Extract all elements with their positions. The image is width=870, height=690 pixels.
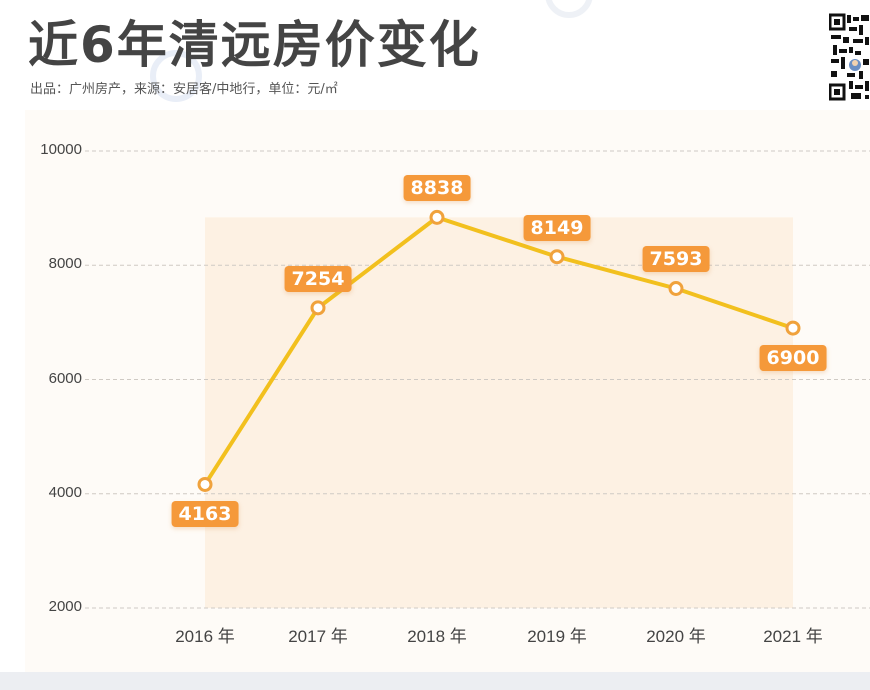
data-point-marker[interactable] [197, 476, 213, 492]
data-label: 7254 [284, 265, 352, 292]
source-subtitle: 出品：广州房产，来源：安居客/中地行，单位：元/㎡ [30, 82, 338, 97]
data-label: 4163 [171, 501, 239, 528]
data-point-marker[interactable] [668, 280, 684, 296]
decorative-ring [150, 50, 202, 102]
x-tick-label: 2020 年 [646, 627, 706, 646]
y-tick-label: 6000 [48, 369, 82, 387]
data-point-marker[interactable] [310, 300, 326, 316]
x-tick-label: 2018 年 [407, 627, 467, 646]
price-line [203, 215, 794, 486]
page-title: 近6年清远房价变化 [28, 16, 481, 74]
bottom-strip [0, 672, 870, 690]
x-tick-label: 2017 年 [288, 627, 348, 646]
data-label: 8149 [523, 214, 591, 241]
x-tick-label: 2021 年 [763, 627, 823, 646]
data-point-marker[interactable] [785, 320, 801, 336]
x-tick-label: 2016 年 [175, 627, 235, 646]
x-tick-label: 2019 年 [527, 627, 587, 646]
data-point-marker[interactable] [429, 209, 445, 225]
y-tick-label: 2000 [48, 598, 82, 615]
y-tick-label: 4000 [48, 483, 82, 501]
y-tick-label: 8000 [48, 255, 82, 273]
qr-code-icon [829, 13, 870, 101]
data-label: 7593 [642, 246, 710, 273]
y-tick-label: 10000 [40, 141, 82, 158]
data-label: 8838 [403, 175, 471, 202]
data-point-marker[interactable] [549, 249, 565, 265]
data-label: 6900 [759, 345, 827, 372]
